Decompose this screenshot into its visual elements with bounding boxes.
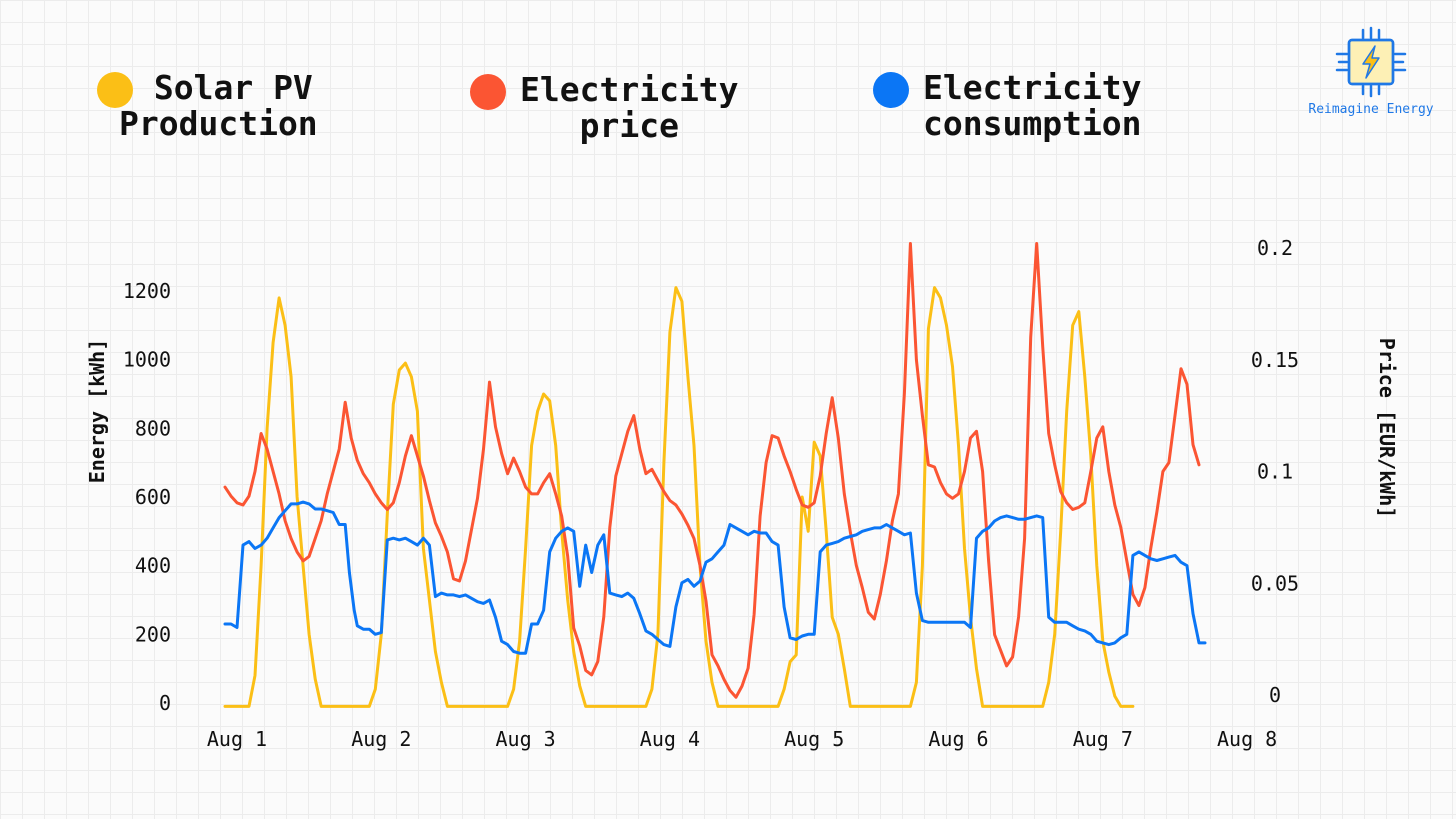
- legend-dot-consumption: [873, 72, 909, 108]
- series-line-price: [223, 242, 1201, 699]
- series-line-consumption: [223, 500, 1207, 655]
- y-right-tick-label: 0: [1269, 683, 1281, 707]
- lightning-chip-icon: [1335, 26, 1407, 98]
- y-right-axis-title: Price [EUR/kWh]: [1375, 338, 1399, 519]
- y-left-tick-label: 800: [135, 416, 171, 440]
- legend-dot-solar: [97, 72, 133, 108]
- y-left-tick-label: 1000: [123, 348, 171, 372]
- legend-item-price: Electricity price: [470, 72, 739, 144]
- legend-label-price: Electricity price: [520, 72, 739, 144]
- legend-label-consumption-line2: consumption: [923, 104, 1142, 143]
- legend-dot-price: [470, 74, 506, 110]
- legend-label-price-line1: Electricity: [520, 70, 739, 109]
- legend-label-consumption: Electricity consumption: [923, 70, 1142, 142]
- y-left-tick-label: 0: [159, 691, 171, 715]
- legend-item-consumption: Electricity consumption: [873, 70, 1142, 142]
- x-tick-label: Aug 7: [1073, 727, 1133, 751]
- y-left-tick-label: 600: [135, 485, 171, 509]
- y-right-tick-label: 0.15: [1251, 348, 1299, 372]
- legend-label-price-line2: price: [579, 106, 679, 145]
- x-tick-label: Aug 5: [784, 727, 844, 751]
- x-tick-label: Aug 8: [1217, 727, 1277, 751]
- legend-label-solar: Solar PV Production: [119, 68, 318, 142]
- legend-label-solar-line2: Production: [119, 104, 318, 143]
- y-right-tick-label: 0.1: [1257, 460, 1293, 484]
- brand-name: Reimagine Energy: [1308, 102, 1434, 117]
- x-tick-label: Aug 2: [351, 727, 411, 751]
- y-left-tick-label: 400: [135, 554, 171, 578]
- legend-label-solar-line1: Solar PV: [153, 68, 313, 107]
- series-line-solar: [223, 286, 1135, 708]
- x-tick-label: Aug 6: [928, 727, 988, 751]
- x-tick-label: Aug 1: [207, 727, 267, 751]
- x-tick-label: Aug 3: [495, 727, 555, 751]
- y-left-axis-title: Energy [kWh]: [85, 339, 109, 484]
- legend-item-solar: Solar PV Production: [97, 70, 318, 142]
- y-right-tick-label: 0.2: [1257, 236, 1293, 260]
- y-left-tick-label: 200: [135, 622, 171, 646]
- legend-label-consumption-line1: Electricity: [923, 68, 1142, 107]
- x-tick-label: Aug 4: [640, 727, 700, 751]
- y-right-tick-label: 0.05: [1251, 571, 1299, 595]
- brand-logo: Reimagine Energy: [1296, 26, 1446, 117]
- y-left-tick-label: 1200: [123, 279, 171, 303]
